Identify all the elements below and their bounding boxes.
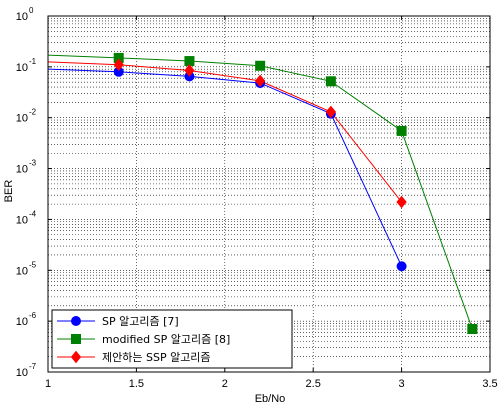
axes-frame: [47, 15, 491, 373]
x-tick-label: 1: [45, 378, 51, 390]
y-tick-label: 10: [16, 367, 28, 379]
y-tick-label: 10: [16, 113, 28, 125]
data-point: [325, 105, 337, 119]
y-tick-exponent: -3: [29, 159, 37, 168]
data-point: [255, 60, 266, 71]
y-tick-label: 10: [16, 214, 28, 226]
legend-entry: 제안하는 SSP 알고리즘: [102, 350, 211, 364]
x-tick-label: 3.5: [482, 378, 497, 390]
data-point: [396, 125, 407, 136]
y-tick-exponent: -7: [29, 362, 37, 371]
y-tick-exponent: 0: [29, 6, 34, 15]
y-tick-label: 10: [16, 11, 28, 23]
x-tick-labels: 1 1.5 2 2.5 3 3.5: [45, 378, 498, 390]
data-point: [71, 316, 81, 326]
y-tick-label: 10: [16, 164, 28, 176]
y-tick-exponent: -6: [29, 311, 37, 320]
y-tick-label: 10: [16, 265, 28, 277]
data-point: [255, 74, 266, 88]
data-point: [184, 64, 195, 77]
data-point: [325, 76, 336, 87]
series-line: [47, 68, 403, 267]
data-point: [396, 261, 407, 272]
data-point: [70, 350, 82, 364]
data-point: [396, 195, 407, 209]
data-point: [71, 334, 81, 344]
y-tick-label: 10: [16, 316, 28, 328]
legend: SP 알고리즘 [7] modified SP 알고리즘 [8] 제안하는 SSP …: [51, 309, 293, 369]
x-tick-label: 3: [399, 378, 405, 390]
legend-entry: modified SP 알고리즘 [8]: [102, 332, 230, 346]
grid: [48, 16, 490, 372]
y-tick-exponent: -4: [29, 209, 37, 218]
x-tick-label: 2.5: [306, 378, 321, 390]
x-axis-label: Eb/No: [255, 393, 286, 405]
x-tick-label: 1.5: [129, 378, 144, 390]
y-tick-exponent: -2: [29, 108, 37, 117]
y-tick-exponent: -1: [29, 57, 37, 66]
legend-entry: SP 알고리즘 [7]: [102, 314, 179, 328]
data-point: [467, 324, 478, 335]
plot-frame: [47, 15, 491, 373]
y-tick-exponent: -5: [29, 260, 37, 269]
y-tick-label: 10: [16, 62, 28, 74]
y-axis-label: BER: [3, 180, 15, 203]
data-point: [113, 58, 124, 72]
x-tick-label: 2: [222, 378, 228, 390]
series-line: [47, 61, 402, 203]
series-markers: [113, 52, 478, 335]
